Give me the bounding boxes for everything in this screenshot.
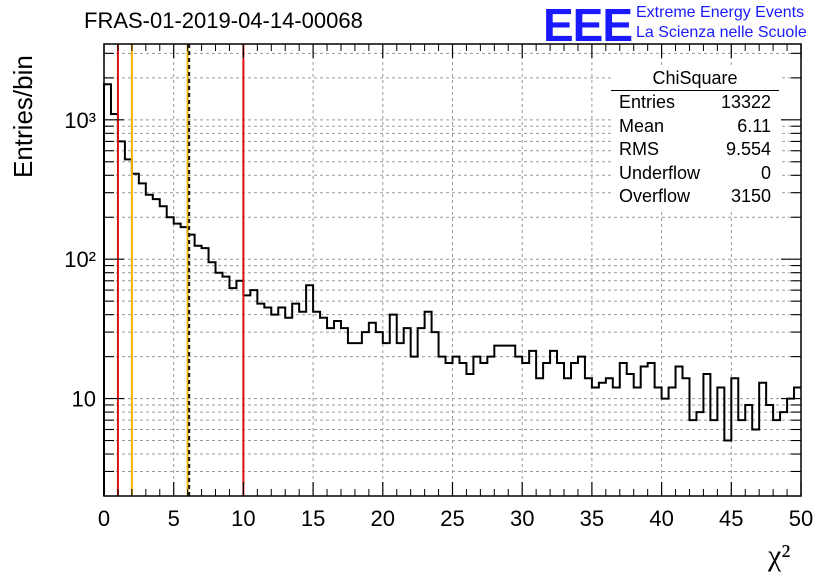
- stats-label: Underflow: [619, 162, 701, 183]
- x-axis-label: χ²: [767, 539, 790, 572]
- x-tick-label: 50: [789, 506, 813, 531]
- stats-label: Entries: [619, 92, 676, 112]
- x-tick-label: 0: [98, 506, 110, 531]
- histogram: [103, 83, 801, 496]
- stats-label: Mean: [619, 115, 665, 136]
- reference-lines: [116, 44, 245, 496]
- run-title: FRAS-01-2019-04-14-00068: [84, 8, 363, 33]
- x-tick-label: 20: [371, 506, 395, 531]
- logo-line-1: Extreme Energy Events: [636, 4, 805, 21]
- x-tick-label: 15: [301, 506, 325, 531]
- stats-value: 3150: [730, 186, 771, 206]
- stats-value: 6.11: [737, 115, 771, 136]
- y-tick-label: 10: [72, 387, 96, 412]
- stats-label: RMS: [619, 139, 659, 159]
- x-tick-label: 30: [510, 506, 534, 531]
- stats-row: Overflow 3150: [611, 185, 779, 209]
- stats-row: RMS 9.554: [611, 138, 779, 162]
- y-tick-label: 10³: [64, 108, 96, 133]
- stats-row: Mean 6.11: [611, 115, 779, 139]
- x-tick-label: 10: [231, 506, 255, 531]
- stats-row: Entries 13322: [611, 91, 779, 115]
- stats-value: 9.554: [725, 139, 771, 159]
- stats-value: 13322: [720, 92, 771, 112]
- logo-line-2: La Scienza nelle Scuole: [636, 24, 807, 41]
- y-axis-label: Entries/bin: [8, 55, 38, 178]
- histogram-line: [103, 83, 801, 496]
- axis-tick-labels: 0 5 10 15 20 25 30 35 40 45 50 10 10² 10³: [64, 108, 813, 531]
- x-tick-label: 40: [649, 506, 673, 531]
- stats-label: Overflow: [619, 186, 691, 206]
- stats-box: ChiSquare Entries 13322 Mean 6.11 RMS 9.…: [611, 66, 779, 209]
- x-tick-label: 45: [719, 506, 743, 531]
- stats-title: ChiSquare: [611, 66, 779, 91]
- axis-ticks: [103, 44, 802, 497]
- x-tick-label: 35: [580, 506, 604, 531]
- x-tick-label: 5: [168, 506, 180, 531]
- y-tick-label: 10²: [64, 247, 96, 272]
- eee-logo: EEE: [543, 0, 633, 51]
- x-tick-label: 25: [440, 506, 464, 531]
- stats-row: Underflow 0: [611, 162, 779, 186]
- stats-value: 0: [760, 162, 771, 183]
